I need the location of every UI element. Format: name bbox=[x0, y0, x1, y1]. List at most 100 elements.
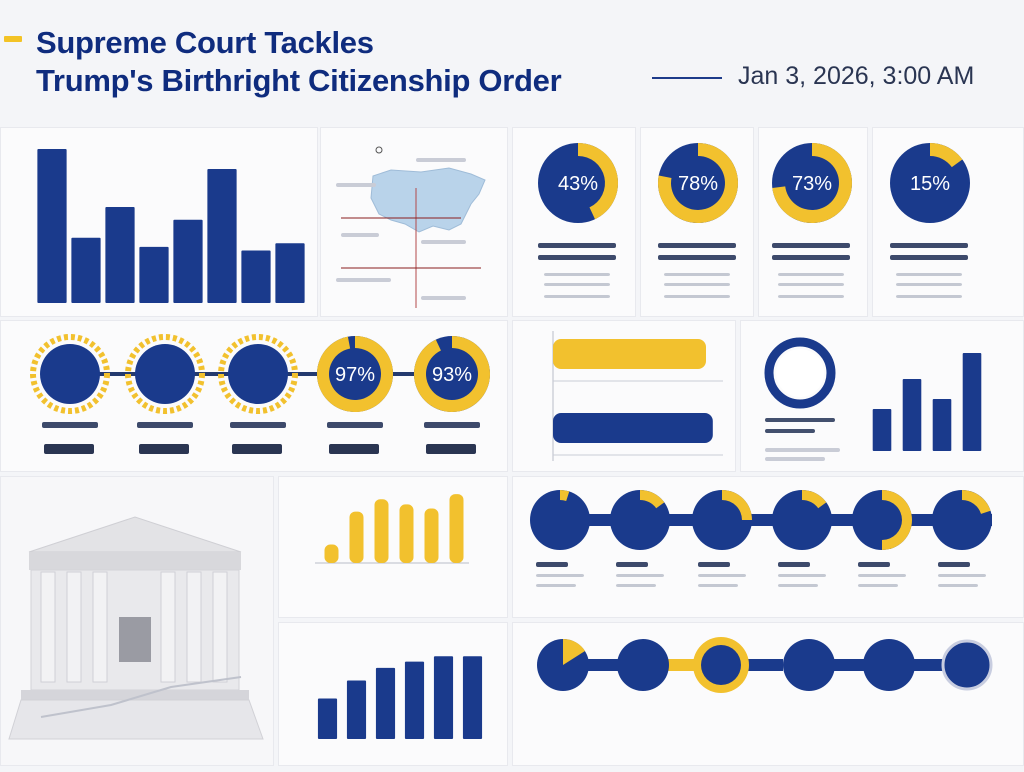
gauge-figure-blur bbox=[44, 444, 94, 454]
bar bbox=[207, 168, 237, 303]
bar bbox=[449, 494, 464, 563]
gauge-caption-blur bbox=[896, 295, 962, 298]
gauge-caption-blur bbox=[772, 243, 850, 248]
map-label-blur bbox=[421, 240, 466, 244]
bar bbox=[424, 508, 439, 563]
gauge-arc bbox=[413, 336, 490, 412]
timeline-graphic bbox=[537, 637, 993, 693]
gauge-caption-blur bbox=[538, 243, 616, 248]
bar-chart-3 bbox=[315, 494, 469, 564]
building-path bbox=[40, 676, 242, 718]
ring-note-blur bbox=[765, 457, 825, 461]
bar bbox=[241, 250, 271, 303]
gauge-note-blur bbox=[536, 574, 584, 577]
bar-chart-2 bbox=[872, 353, 982, 451]
bar bbox=[173, 219, 203, 303]
gauge-caption-blur bbox=[858, 562, 890, 567]
page-title: Supreme Court Tackles Trump's Birthright… bbox=[36, 24, 656, 100]
building-column bbox=[66, 571, 82, 683]
bar-chart-4 bbox=[317, 656, 483, 739]
gauge-note-blur bbox=[616, 574, 664, 577]
ring-caption-blur bbox=[765, 418, 835, 422]
map-graphic bbox=[341, 146, 486, 308]
bar bbox=[433, 656, 454, 739]
timeline-node bbox=[617, 639, 669, 691]
gauge-caption-blur bbox=[698, 562, 730, 567]
bar bbox=[553, 413, 713, 443]
map-label-blur bbox=[341, 233, 379, 237]
bar bbox=[349, 511, 364, 563]
gauge-figure-blur bbox=[232, 444, 282, 454]
bar bbox=[105, 207, 135, 303]
gauge-figure-blur bbox=[329, 444, 379, 454]
gauge-caption-blur bbox=[658, 255, 736, 260]
bar bbox=[902, 379, 922, 451]
bar bbox=[37, 149, 67, 303]
timeline-node-accent bbox=[563, 638, 585, 665]
building-base bbox=[21, 690, 249, 700]
map-label-blur bbox=[336, 278, 391, 282]
gauge-note-blur bbox=[858, 584, 898, 587]
ring-caption-blur bbox=[765, 429, 815, 433]
building-column bbox=[40, 571, 56, 683]
gauge-arc bbox=[722, 490, 752, 520]
gauge-row-3 bbox=[530, 490, 992, 587]
gauge-figure-blur bbox=[139, 444, 189, 454]
gauge-caption-blur bbox=[658, 243, 736, 248]
gauge-caption-blur bbox=[778, 295, 844, 298]
headline-line-2: Trump's Birthright Citizenship Order bbox=[36, 63, 562, 98]
gauge-note-blur bbox=[778, 584, 818, 587]
gauge-caption-blur bbox=[536, 562, 568, 567]
bar bbox=[553, 339, 706, 369]
bar bbox=[71, 237, 101, 303]
building-door bbox=[119, 617, 151, 662]
bar bbox=[932, 399, 952, 451]
bar bbox=[275, 243, 305, 303]
map-label-blur bbox=[421, 296, 466, 300]
gauge-caption-blur bbox=[424, 422, 480, 428]
gauge-arc bbox=[578, 143, 618, 220]
gauge-base bbox=[530, 490, 590, 550]
gauge-caption-blur bbox=[890, 243, 968, 248]
bar bbox=[139, 246, 169, 303]
building-column bbox=[212, 571, 228, 683]
map-label-blur bbox=[416, 158, 466, 162]
gauge-dashed-ring bbox=[125, 334, 205, 414]
gauge-caption-blur bbox=[42, 422, 98, 428]
panel-gold-bars bbox=[278, 476, 508, 618]
gauge-caption-blur bbox=[896, 273, 962, 276]
gauge-arc bbox=[962, 490, 991, 514]
bar bbox=[375, 667, 396, 739]
timeline-node bbox=[941, 639, 993, 691]
bar bbox=[962, 353, 982, 451]
building-column bbox=[92, 571, 108, 683]
timeline-node bbox=[863, 639, 915, 691]
bar bbox=[462, 656, 483, 739]
gauge-caption-blur bbox=[664, 283, 730, 286]
gauge-caption-blur bbox=[616, 562, 648, 567]
building-entablature bbox=[29, 552, 241, 570]
building-column bbox=[186, 571, 202, 683]
gauge-caption-blur bbox=[544, 295, 610, 298]
gauge-caption-blur bbox=[538, 255, 616, 260]
bar bbox=[317, 698, 338, 739]
gauge-note-blur bbox=[938, 584, 978, 587]
headline-line-1: Supreme Court Tackles bbox=[36, 25, 374, 60]
timestamp: Jan 3, 2026, 3:00 AM bbox=[738, 62, 975, 90]
gauge-note-blur bbox=[938, 574, 986, 577]
building-column bbox=[160, 571, 176, 683]
gauge-value-label: 93% bbox=[432, 364, 472, 386]
ring-graphic bbox=[764, 337, 836, 409]
gauge-caption-blur bbox=[664, 273, 730, 276]
gauge-value-label: 78% bbox=[678, 173, 718, 195]
gauge-arc bbox=[930, 143, 963, 168]
gauge-value-label: 97% bbox=[335, 364, 375, 386]
horizontal-bar-chart bbox=[552, 331, 723, 461]
ring-note-blur bbox=[765, 448, 840, 452]
gauge-row-1: 43% 78% 73% 15% bbox=[538, 143, 970, 298]
panel-horizontal-bars bbox=[512, 320, 736, 472]
gauge-base bbox=[135, 344, 195, 404]
panel-building bbox=[0, 476, 274, 766]
us-map-shape bbox=[370, 167, 486, 233]
bar bbox=[404, 661, 425, 739]
